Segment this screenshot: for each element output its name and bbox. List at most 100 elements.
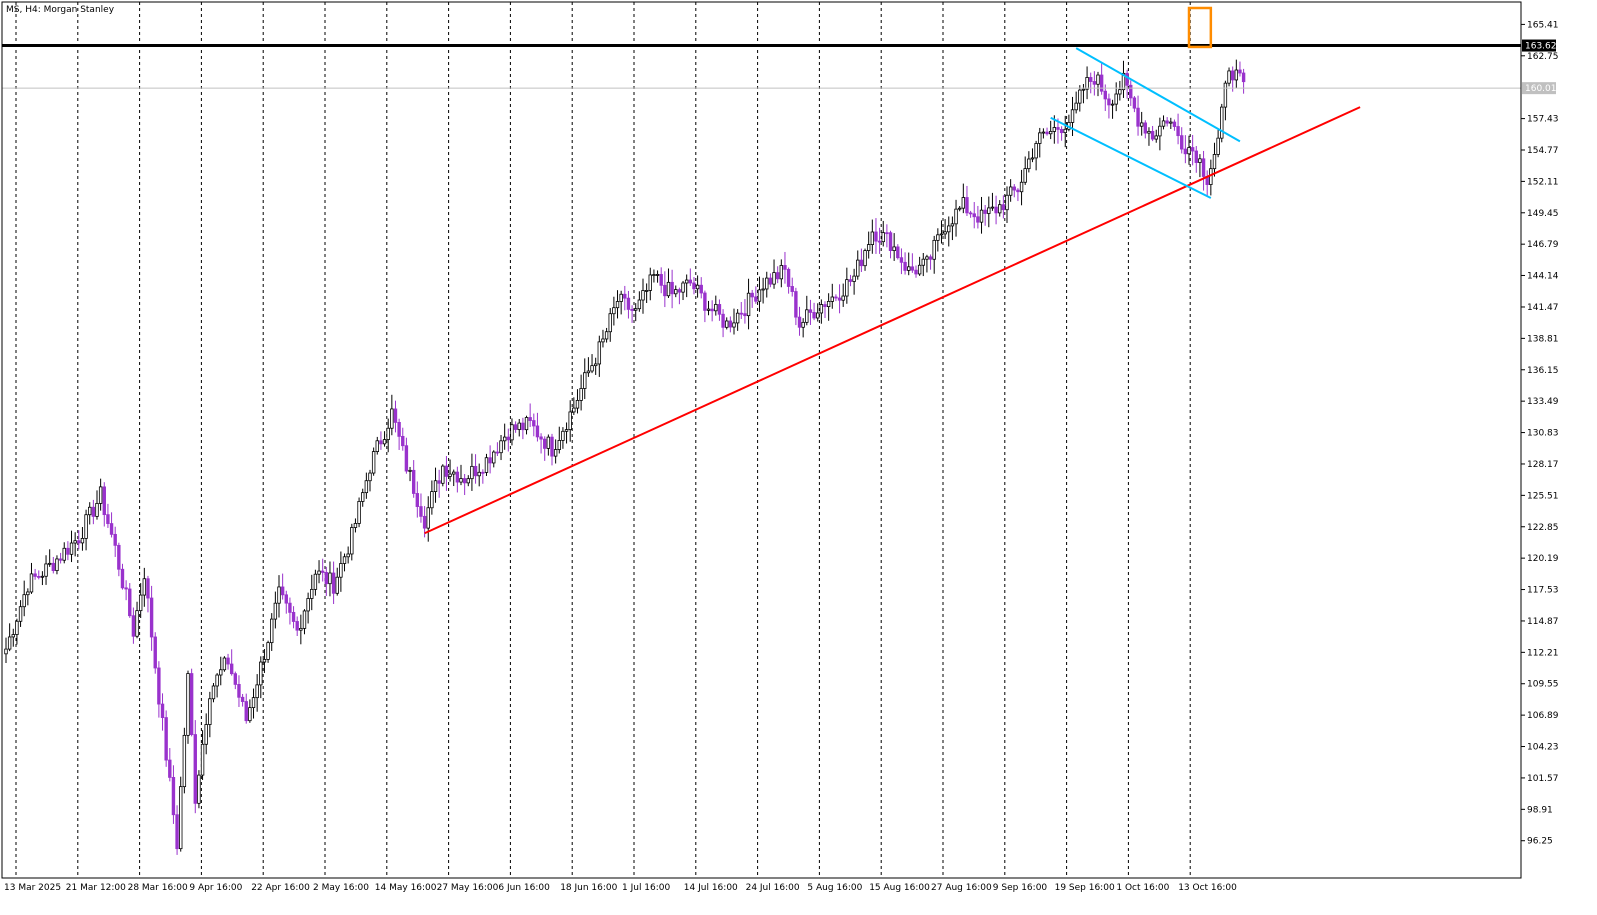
candle (743, 299, 747, 324)
price-tick-label: 101.57 (1527, 774, 1559, 784)
candle (976, 205, 980, 229)
candle (160, 693, 165, 731)
candle (95, 490, 99, 520)
candle (655, 270, 660, 283)
candle (226, 653, 230, 670)
candle (1103, 84, 1107, 112)
candle (1129, 80, 1133, 106)
candle (888, 230, 893, 259)
candle (124, 580, 128, 601)
candle (816, 303, 820, 322)
candle (903, 252, 907, 275)
candle (62, 542, 66, 564)
candle (1110, 99, 1115, 119)
candle (557, 426, 561, 454)
candle (630, 305, 634, 323)
candle (255, 674, 259, 712)
candle (608, 308, 612, 342)
candle (204, 713, 208, 755)
candle (1030, 148, 1035, 163)
candle (957, 205, 962, 212)
candle (219, 656, 223, 686)
candle (193, 720, 197, 814)
channel-line[interactable] (1050, 116, 1212, 199)
candle (182, 727, 187, 794)
candle (859, 248, 864, 272)
candle (870, 219, 875, 254)
candle (754, 286, 758, 304)
candle (1147, 127, 1151, 146)
candle (1172, 119, 1177, 131)
candle (40, 571, 45, 586)
candle (735, 309, 740, 331)
price-tick-label: 104.23 (1527, 743, 1559, 753)
candle (342, 553, 347, 572)
candle (1027, 151, 1031, 173)
candle (18, 600, 23, 627)
candle (746, 278, 751, 330)
candle (677, 287, 682, 305)
candle (521, 417, 525, 440)
candle (1241, 68, 1246, 94)
candle (706, 300, 711, 316)
candle (863, 248, 867, 271)
candle (634, 303, 638, 322)
support-trendline[interactable] (424, 106, 1361, 535)
candle (291, 606, 296, 629)
candle (1161, 115, 1166, 130)
time-tick-label: 5 Aug 16:00 (807, 883, 862, 893)
candle (623, 285, 627, 311)
candle (579, 374, 583, 411)
candle (637, 291, 642, 312)
price-tick-label: 157.43 (1527, 115, 1559, 125)
price-tick-label: 149.45 (1527, 209, 1559, 219)
candle (830, 283, 834, 309)
candle (415, 481, 420, 518)
candle (1012, 184, 1016, 198)
candle (1223, 80, 1228, 121)
candle (543, 436, 547, 461)
candle (1230, 66, 1235, 92)
price-tick-label: 128.17 (1527, 460, 1559, 470)
candle (1165, 117, 1169, 127)
candle (848, 274, 853, 287)
candle (229, 649, 234, 676)
candle (834, 294, 838, 302)
candle (575, 389, 580, 414)
candle (1132, 96, 1137, 113)
time-tick-label: 9 Apr 16:00 (189, 883, 242, 893)
candle (699, 277, 703, 299)
candle (612, 296, 616, 326)
candle (593, 357, 598, 375)
candle (604, 327, 609, 343)
channel-line[interactable] (1075, 47, 1241, 143)
time-tick-label: 18 Jun 16:00 (560, 883, 617, 893)
candle (961, 183, 966, 214)
candle (681, 280, 685, 301)
price-tick-label: 114.87 (1527, 617, 1559, 627)
candle (881, 220, 885, 247)
candle (965, 185, 969, 217)
candle (200, 730, 205, 781)
candle (823, 301, 827, 318)
candle (601, 329, 605, 348)
candle (692, 277, 696, 295)
highlight-box[interactable] (1187, 6, 1213, 49)
candle (950, 216, 955, 241)
time-tick-label: 19 Sep 16:00 (1055, 883, 1115, 893)
candle (761, 277, 765, 304)
candle (408, 466, 412, 482)
candle (528, 403, 532, 427)
candle (1089, 72, 1093, 94)
candle (51, 556, 56, 574)
candle (1150, 125, 1155, 142)
candle (899, 248, 904, 275)
candle (688, 268, 693, 286)
candle (714, 295, 718, 316)
candle (448, 459, 452, 482)
candle (1034, 140, 1038, 171)
candle (404, 437, 409, 474)
price-tick-label: 138.81 (1527, 334, 1559, 344)
candle (1056, 118, 1060, 144)
